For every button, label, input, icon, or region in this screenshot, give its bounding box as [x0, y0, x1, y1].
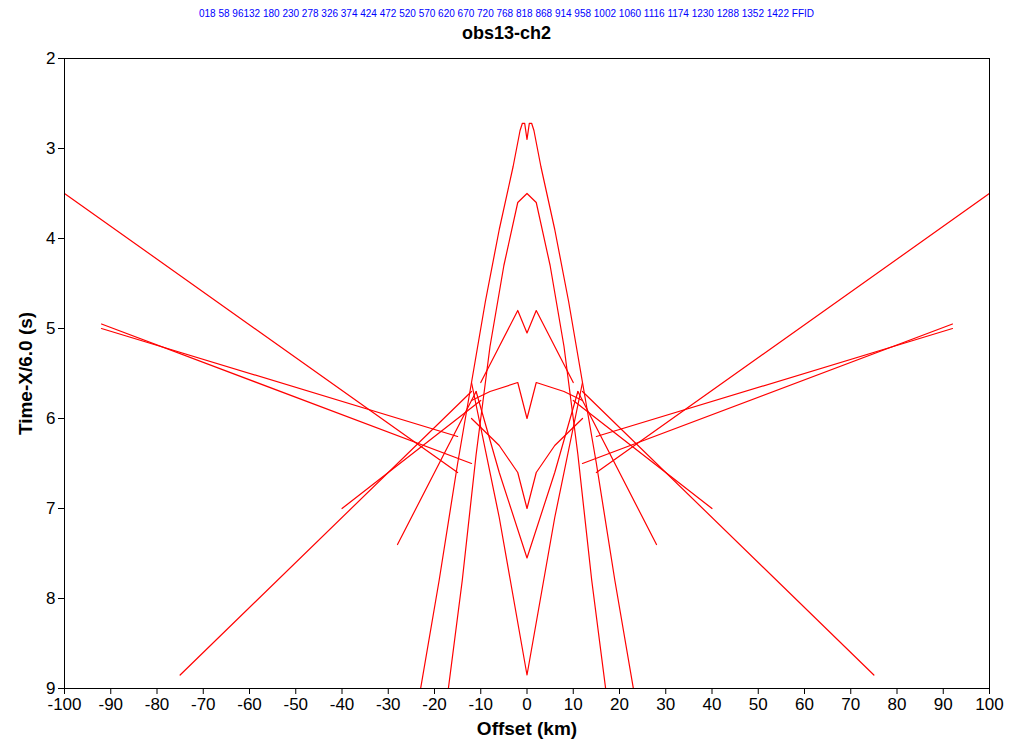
svg-text:70: 70: [841, 695, 860, 714]
svg-text:-20: -20: [422, 695, 447, 714]
svg-text:7: 7: [46, 499, 55, 518]
svg-text:0: 0: [522, 695, 531, 714]
html-text:obs13-ch2: obs13-ch2: [462, 23, 551, 43]
svg-text:9: 9: [46, 678, 56, 698]
svg-text:-100: -100: [47, 695, 81, 714]
svg-text:8: 8: [46, 589, 55, 608]
svg-text:-30: -30: [376, 695, 401, 714]
svg-text:3: 3: [46, 139, 55, 158]
svg-text:80: 80: [888, 695, 907, 714]
svg-text:50: 50: [749, 695, 768, 714]
svg-text:-50: -50: [283, 695, 308, 714]
svg-text:-40: -40: [330, 695, 355, 714]
svg-text:Offset (km): Offset (km): [477, 718, 577, 739]
svg-text:Time-X/6.0 (s): Time-X/6.0 (s): [15, 312, 36, 435]
svg-text:-60: -60: [237, 695, 262, 714]
svg-text:-80: -80: [145, 695, 170, 714]
svg-text:4: 4: [46, 229, 55, 248]
svg-text:6: 6: [46, 409, 55, 428]
svg-text:90: 90: [934, 695, 953, 714]
svg-text:60: 60: [795, 695, 814, 714]
html-text:018 58 96132 180 230 278 326 3: 018 58 96132 180 230 278 326 374 424 472…: [199, 8, 814, 19]
svg-text:-70: -70: [191, 695, 216, 714]
svg-text:-10: -10: [468, 695, 493, 714]
svg-text:20: 20: [610, 695, 629, 714]
svg-text:2: 2: [46, 49, 55, 68]
svg-text:30: 30: [656, 695, 675, 714]
svg-text:-90: -90: [98, 695, 123, 714]
svg-text:10: 10: [564, 695, 583, 714]
svg-text:5: 5: [46, 319, 55, 338]
svg-text:100: 100: [975, 695, 1003, 714]
svg-text:40: 40: [703, 695, 722, 714]
